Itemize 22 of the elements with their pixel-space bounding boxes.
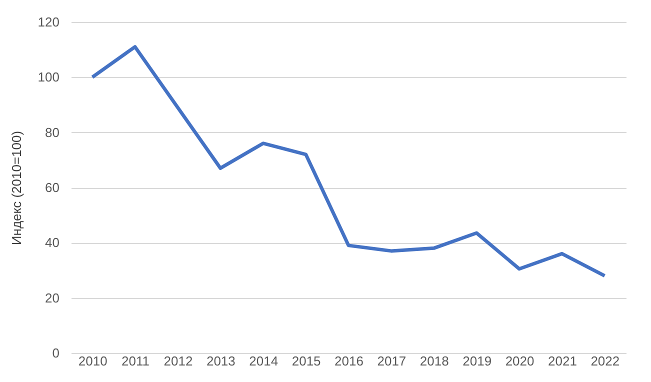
y-tick-label: 40 <box>45 235 60 250</box>
y-tick-label: 0 <box>52 346 60 360</box>
y-tick-label: 120 <box>38 14 60 30</box>
x-tick-label: 2011 <box>122 354 150 368</box>
y-tick-label: 100 <box>38 70 60 85</box>
x-tick-label: 2013 <box>206 354 236 368</box>
x-tick-label: 2015 <box>292 354 321 368</box>
y-tick-label: 60 <box>45 180 60 195</box>
y-axis-title: Индекс (2010=100) <box>8 130 24 246</box>
x-tick-label: 2018 <box>420 354 449 368</box>
x-tick-label: 2010 <box>78 354 108 368</box>
x-tick-label: 2012 <box>164 354 193 368</box>
y-tick-label: 20 <box>45 290 60 306</box>
x-tick-label: 2020 <box>505 354 534 368</box>
line-series <box>90 45 606 278</box>
x-tick-label: 2021 <box>548 354 577 368</box>
x-tick-label: 2014 <box>249 354 278 368</box>
x-tick-label: 2022 <box>590 354 620 368</box>
x-tick-label: 2017 <box>377 354 406 368</box>
y-tick-label: 80 <box>45 124 60 140</box>
x-tick-label: 2019 <box>462 354 492 368</box>
x-tick-label: 2016 <box>334 354 364 368</box>
